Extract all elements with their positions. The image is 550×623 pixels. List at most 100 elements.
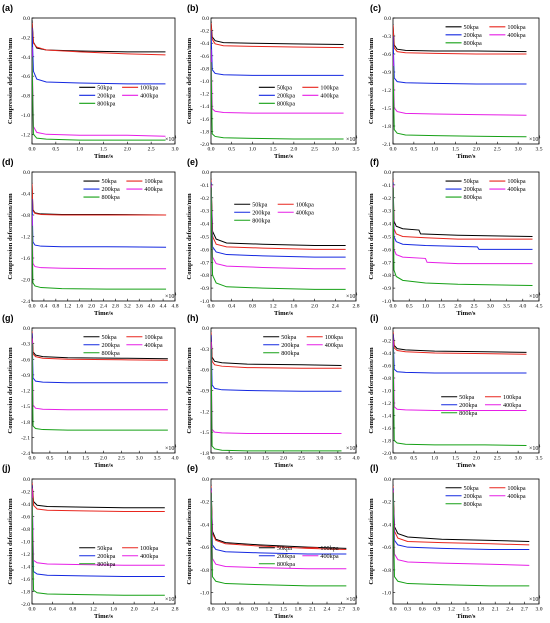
- series-line-800kpa: [32, 343, 168, 431]
- x-tick-label: 3.0: [332, 147, 339, 153]
- plot-frame: [31, 17, 176, 145]
- x-tick-label: 3.5: [536, 147, 543, 153]
- x-tick-label: 3.2: [124, 304, 131, 310]
- legend-label: 100kpa: [140, 84, 158, 91]
- chart-panel: (i) 0.0 0.5 1.0 1.5 2.0 2.5 3.0 3.5 0.0 -0.2 -0.4 -0…: [368, 313, 543, 469]
- panel-label: (j): [2, 463, 11, 473]
- x-tick-label: 4.0: [148, 304, 155, 310]
- x-tick-label: 2.0: [311, 304, 318, 310]
- chart-panel: (a) 0.0 0.5 1.0 1.5 2.0 2.5 3.0 0.0 -0.2 -0.4 -0.6 -…: [2, 3, 179, 160]
- legend-label: 400kpa: [296, 209, 314, 216]
- legend-label: 50kpa: [464, 178, 479, 185]
- chart-panel: (l) 0.0 0.3 0.6 0.9 1.2 1.5 1.8 2.1 2.4 2.7 3.0 0.0 -…: [368, 463, 543, 620]
- legend-label: 400kpa: [507, 32, 525, 39]
- series-line-50kpa: [211, 484, 347, 549]
- y-tick-label: -0.5: [200, 235, 209, 241]
- series-line-800kpa: [32, 225, 167, 290]
- legend-label: 200kpa: [459, 402, 477, 409]
- y-tick-label: -0.2: [200, 196, 209, 202]
- y-tick-label: -0.6: [21, 515, 30, 521]
- legend-label: 400kpa: [503, 402, 521, 409]
- plot-frame: [210, 171, 357, 302]
- x-tick-label: 2.4: [324, 607, 331, 613]
- legend-label: 400kpa: [320, 92, 338, 99]
- y-tick-label: -0.9: [200, 389, 209, 395]
- y-tick-label: -1.4: [382, 414, 391, 420]
- x-tick-label: 2.8: [112, 304, 119, 310]
- series-line-50kpa: [393, 331, 527, 353]
- x-tick-label: 0.8: [249, 304, 256, 310]
- chart-panel: (g) 0.0 0.5 1.0 1.5 2.0 2.5 3.0 3.5 4.0 0.0 -0.3 -0.…: [2, 313, 179, 469]
- y-tick-label: -0.9: [382, 286, 391, 292]
- x-tick-label: 1.8: [295, 607, 302, 613]
- y-axis-label: Compression deformation/mm: [186, 37, 193, 124]
- legend-label: 800kpa: [101, 350, 119, 357]
- legend-label: 800kpa: [277, 561, 295, 568]
- x-tick-label: 3.5: [503, 304, 510, 310]
- x-axis-label: Time/s: [94, 462, 113, 469]
- x-tick-label: 0.0: [390, 607, 397, 613]
- y-tick-label: -1.8: [382, 439, 391, 445]
- y-tick-label: -0.4: [200, 222, 209, 228]
- y-tick-label: -1.2: [21, 389, 30, 395]
- x-axis-label: Time/s: [94, 310, 113, 317]
- legend-label: 800kpa: [459, 410, 477, 417]
- x-axis-label: Time/s: [274, 153, 293, 160]
- x-tick-label: 1.5: [82, 456, 89, 462]
- x-tick-label: 4.0: [172, 456, 179, 462]
- series-line-200kpa: [393, 182, 533, 250]
- legend-label: 50kpa: [277, 545, 292, 552]
- x-tick-label: 2.5: [118, 456, 125, 462]
- x-tick-label: 0.8: [69, 607, 76, 613]
- x-tick-label: 0.4: [49, 607, 56, 613]
- y-tick-label: -1.0: [200, 79, 209, 85]
- x-tick-label: 3.0: [487, 304, 494, 310]
- series-line-200kpa: [393, 334, 527, 374]
- y-tick-label: -0.8: [382, 376, 391, 382]
- legend-label: 200kpa: [464, 493, 482, 500]
- legend-label: 200kpa: [281, 342, 299, 349]
- x-multiplier: ×104: [165, 292, 176, 301]
- y-tick-label: -0.6: [200, 247, 209, 253]
- y-tick-label: -0.9: [382, 70, 391, 76]
- x-tick-label: 2.0: [88, 304, 95, 310]
- series-line-50kpa: [211, 21, 344, 45]
- x-tick-label: 0.0: [29, 607, 36, 613]
- x-tick-label: 1.0: [431, 147, 438, 153]
- chart-panel: (f) 0.0 0.5 1.0 1.5 2.0 2.5 3.0 3.5 4.0 4.5 0.0 -0.1…: [368, 157, 543, 317]
- series-line-400kpa: [393, 53, 527, 116]
- plot-frame: [210, 17, 357, 145]
- y-tick-label: -0.8: [200, 66, 209, 72]
- x-tick-label: 2.7: [521, 607, 528, 613]
- legend-label: 200kpa: [252, 209, 270, 216]
- chart-panel: (e) 0.0 0.3 0.6 0.9 1.2 1.5 1.8 2.1 2.4 2.7 3.0 0.0 -…: [186, 463, 360, 620]
- y-tick-label: -1.8: [21, 420, 30, 426]
- series-line-100kpa: [393, 25, 527, 55]
- x-tick-label: 0.5: [410, 147, 417, 153]
- legend-label: 200kpa: [101, 186, 119, 193]
- x-axis-label: Time/s: [94, 613, 113, 620]
- x-tick-label: 0.4: [40, 304, 47, 310]
- legend-label: 50kpa: [281, 334, 296, 341]
- y-tick-label: -0.8: [382, 273, 391, 279]
- series-line-800kpa: [393, 492, 530, 587]
- legend-label: 100kpa: [144, 178, 162, 185]
- x-axis-label: Time/s: [274, 613, 293, 620]
- y-tick-label: -0.8: [21, 94, 30, 100]
- series-line-800kpa: [211, 187, 346, 290]
- series-line-50kpa: [393, 178, 533, 237]
- y-tick-label: 0.0: [384, 326, 391, 332]
- x-tick-label: 2.5: [494, 147, 501, 153]
- x-tick-label: 2.0: [131, 607, 138, 613]
- y-tick-label: 0.0: [384, 170, 391, 176]
- y-tick-label: -0.9: [21, 373, 30, 379]
- x-tick-label: 1.5: [452, 147, 459, 153]
- panel-label: (h): [187, 313, 199, 323]
- series-line-800kpa: [211, 348, 342, 452]
- chart-panel: (b)0.0 0.5 1.0 1.5 2.0 2.5 3.0 3.50.0-0.2-0.4-0…: [186, 3, 360, 160]
- y-tick-label: -2.4: [21, 299, 30, 305]
- y-tick-label: -0.6: [200, 545, 209, 551]
- series-line-200kpa: [211, 334, 342, 392]
- x-tick-label: 0.0: [208, 304, 215, 310]
- legend-label: 800kpa: [97, 561, 115, 568]
